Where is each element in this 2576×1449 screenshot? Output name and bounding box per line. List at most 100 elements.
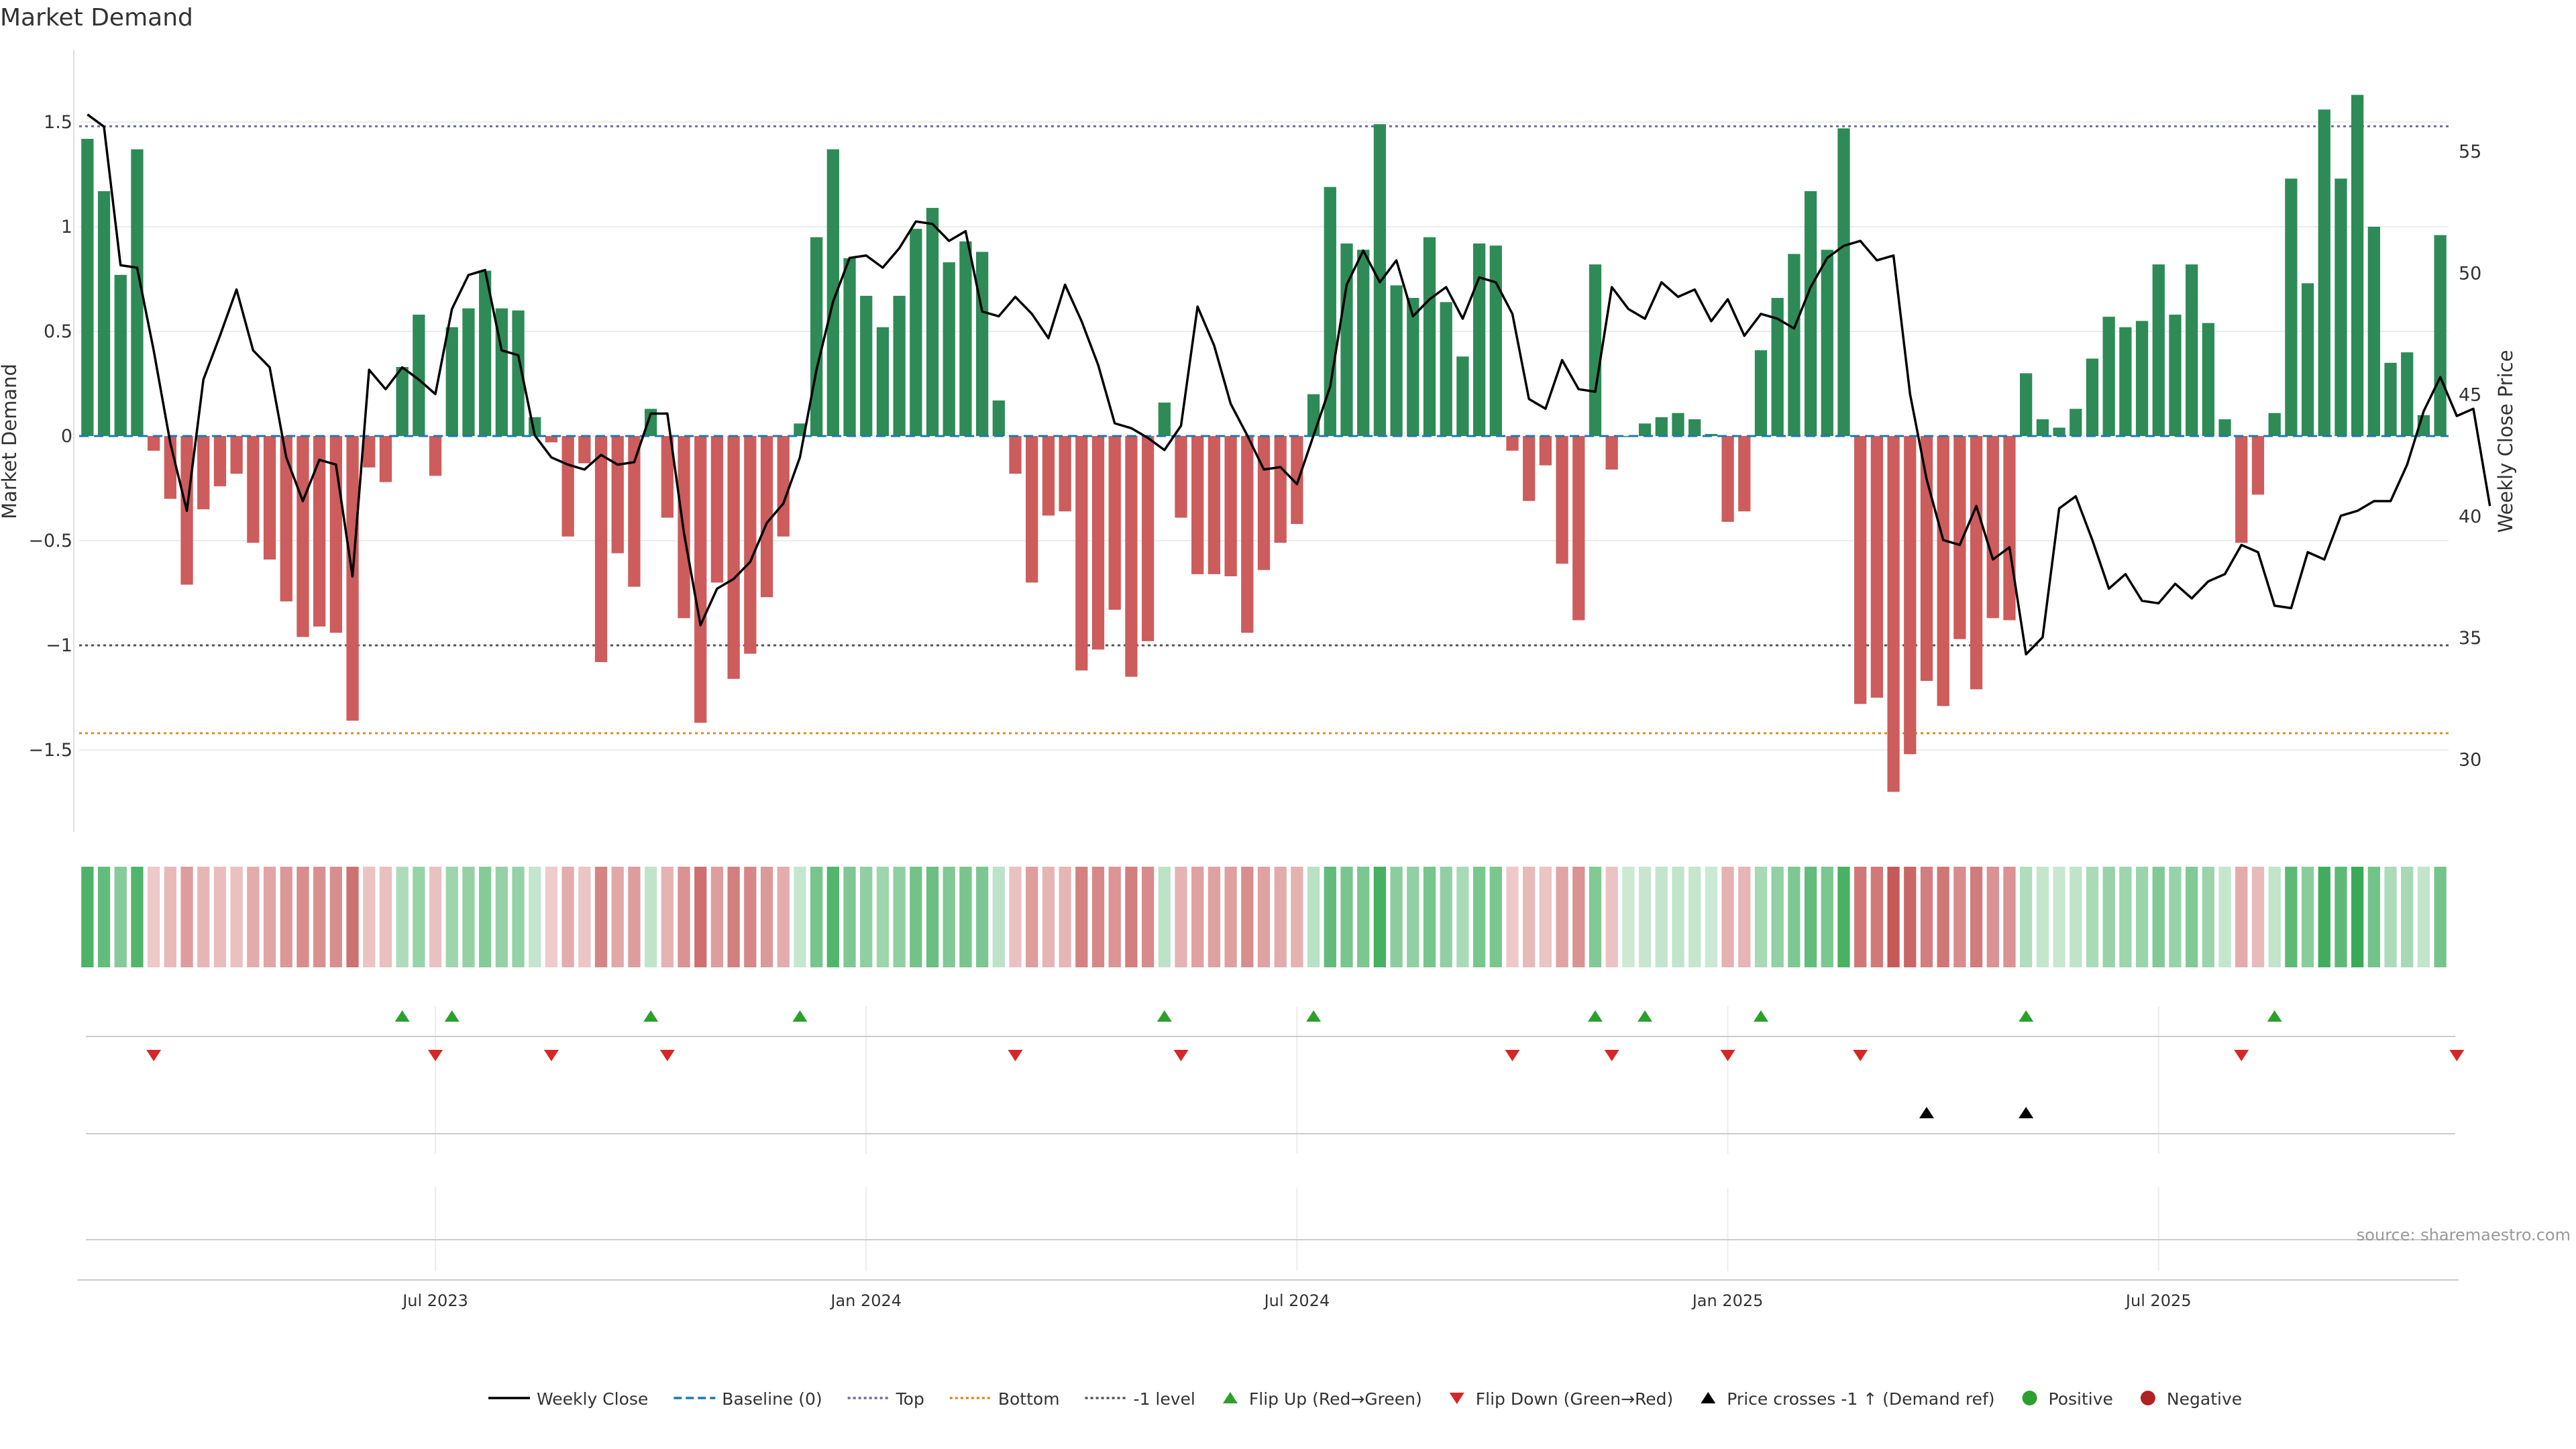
flip-down-marker xyxy=(543,1050,559,1061)
chart-title: Market Demand xyxy=(0,4,193,32)
demand-bar xyxy=(1407,298,1419,436)
heat-cell xyxy=(777,867,790,967)
flip-up-marker xyxy=(2019,1010,2034,1022)
legend-marker xyxy=(1701,1392,1716,1403)
demand-bar xyxy=(1440,302,1452,436)
demand-bar xyxy=(1754,350,1768,436)
heat-cell xyxy=(1440,867,1452,967)
heat-cell xyxy=(893,867,906,967)
y-tick-label-left: 0 xyxy=(61,426,72,447)
heat-cell xyxy=(1804,867,1817,967)
heat-cell xyxy=(1788,867,1801,967)
heat-cell xyxy=(710,867,724,967)
demand-bar xyxy=(644,409,657,436)
heat-cell xyxy=(843,867,856,967)
heat-cell xyxy=(910,867,922,967)
main-plot: 1.5 1 0.5 0 −0.5 −1 −1.5 55 50 45 40 35 30 Market D… xyxy=(0,50,2517,1271)
demand-bar xyxy=(1655,417,1668,436)
demand-bar xyxy=(959,241,972,436)
demand-bar xyxy=(561,436,574,537)
flip-up-marker xyxy=(1157,1010,1172,1022)
heat-cell xyxy=(2301,867,2314,967)
demand-bar xyxy=(1208,436,1221,574)
heat-cell xyxy=(876,867,890,967)
demand-bar xyxy=(1489,246,1502,436)
demand-bar xyxy=(263,436,276,560)
demand-bar xyxy=(1556,436,1568,564)
x-tick-label: Jul 2025 xyxy=(2125,1291,2192,1310)
heat-cell xyxy=(2384,867,2397,967)
heat-cell xyxy=(2003,867,2016,967)
demand-bar xyxy=(578,436,591,464)
heat-cell xyxy=(992,867,1005,967)
demand-bar xyxy=(213,436,227,486)
flip-down-marker xyxy=(146,1050,162,1061)
demand-bar xyxy=(1340,243,1353,436)
demand-bar xyxy=(1589,264,1602,436)
heat-cell xyxy=(2086,867,2099,967)
demand-bar xyxy=(1506,436,1519,451)
heat-cell xyxy=(2351,867,2364,967)
heat-cell xyxy=(943,867,955,967)
heat-cell xyxy=(379,867,392,967)
demand-bar xyxy=(148,436,160,451)
demand-bar xyxy=(2334,178,2347,436)
heat-cell xyxy=(297,867,309,967)
demand-bar xyxy=(893,295,906,436)
demand-bar xyxy=(826,149,839,436)
demand-bar xyxy=(2367,227,2380,436)
heat-cell xyxy=(1489,867,1502,967)
demand-bar xyxy=(462,308,475,436)
y-tick-label-right: 55 xyxy=(2459,142,2481,162)
demand-bar xyxy=(1257,436,1271,570)
heat-cell xyxy=(329,867,342,967)
demand-bar xyxy=(1953,436,1966,639)
heat-cell xyxy=(1274,867,1287,967)
x-tick-label: Jul 2024 xyxy=(1263,1291,1330,1310)
heat-cell xyxy=(661,867,674,967)
demand-bar xyxy=(1191,436,1204,574)
heat-cell xyxy=(545,867,558,967)
demand-bar xyxy=(363,436,376,468)
heat-cell xyxy=(1191,867,1204,967)
demand-bar xyxy=(2186,264,2198,436)
demand-bar xyxy=(860,295,873,436)
demand-bar xyxy=(445,327,458,436)
demand-bar xyxy=(1042,436,1055,516)
heat-cell xyxy=(247,867,260,967)
demand-bar xyxy=(1307,394,1320,436)
heat-cell xyxy=(1622,867,1635,967)
demand-bar xyxy=(2070,409,2082,436)
heat-cell xyxy=(2135,867,2149,967)
y-axis-label-left: Market Demand xyxy=(0,364,21,519)
heat-cell xyxy=(2218,867,2231,967)
demand-bar xyxy=(2218,419,2231,436)
demand-bar xyxy=(97,191,111,436)
flip-down-marker xyxy=(428,1050,443,1061)
flip-down-marker xyxy=(1853,1050,1868,1061)
demand-bar xyxy=(1158,402,1171,436)
heat-cell xyxy=(445,867,458,967)
heat-cell xyxy=(1307,867,1320,967)
heat-cell xyxy=(1837,867,1850,967)
x-tick-label: Jul 2023 xyxy=(401,1291,468,1310)
heat-cell xyxy=(1340,867,1353,967)
demand-bar xyxy=(2285,178,2298,436)
heat-cell xyxy=(1738,867,1751,967)
heat-cell xyxy=(678,867,690,967)
demand-bar xyxy=(1572,436,1585,621)
demand-bar xyxy=(760,436,773,598)
heat-cell xyxy=(2268,867,2281,967)
demand-bar xyxy=(1605,436,1618,470)
heat-cell xyxy=(1904,867,1917,967)
heat-cell xyxy=(1472,867,1486,967)
heat-cell xyxy=(1887,867,1900,967)
heat-cell xyxy=(213,867,227,967)
heat-cell xyxy=(2285,867,2298,967)
demand-bar xyxy=(843,258,856,436)
demand-bar xyxy=(1837,128,1850,437)
heat-cell xyxy=(2417,867,2430,967)
legend-label: Negative xyxy=(2167,1389,2242,1409)
demand-bar xyxy=(1026,436,1038,583)
heat-cell xyxy=(1970,867,1983,967)
